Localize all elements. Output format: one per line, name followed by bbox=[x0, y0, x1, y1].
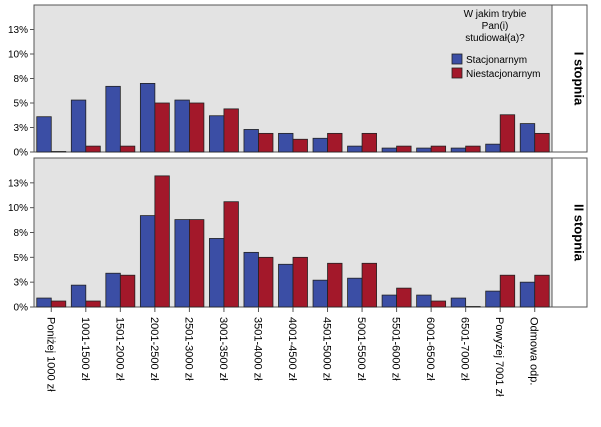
bar-niestacjonarnym bbox=[361, 262, 377, 308]
x-category-label: 4501-5000 zł bbox=[321, 317, 333, 381]
bar-stacjonarnym bbox=[381, 147, 398, 153]
bar-niestacjonarnym bbox=[465, 306, 481, 308]
x-category-label: Odmowa odp. bbox=[528, 317, 540, 385]
legend-label: Niestacjonarnym bbox=[466, 69, 540, 80]
bar-niestacjonarnym bbox=[50, 151, 67, 153]
panel-strip-2 bbox=[551, 157, 588, 308]
bar-niestacjonarnym bbox=[396, 287, 412, 308]
x-category-label: 4001-4500 zł bbox=[286, 317, 298, 381]
bar-niestacjonarnym bbox=[292, 138, 308, 153]
bar-niestacjonarnym bbox=[499, 114, 516, 153]
strip-label: I stopnia bbox=[572, 52, 587, 106]
bar-stacjonarnym bbox=[70, 99, 87, 153]
bar-niestacjonarnym bbox=[534, 132, 550, 153]
bar-stacjonarnym bbox=[70, 284, 87, 308]
panel-strip-1 bbox=[551, 4, 588, 153]
bar-stacjonarnym bbox=[347, 277, 363, 308]
bar-niestacjonarnym bbox=[85, 145, 101, 153]
bar-stacjonarnym bbox=[450, 147, 467, 153]
bar-niestacjonarnym bbox=[223, 201, 239, 308]
bar-stacjonarnym bbox=[416, 147, 432, 153]
bar-stacjonarnym bbox=[243, 251, 259, 308]
bar-niestacjonarnym bbox=[292, 256, 308, 308]
bar-stacjonarnym bbox=[174, 99, 190, 153]
bar-stacjonarnym bbox=[312, 137, 328, 153]
bar-stacjonarnym bbox=[278, 263, 294, 308]
bar-niestacjonarnym bbox=[50, 300, 67, 308]
legend-swatch bbox=[451, 53, 463, 65]
bar-stacjonarnym bbox=[278, 132, 294, 153]
bar-stacjonarnym bbox=[416, 294, 432, 308]
y-tick-label: 13% bbox=[8, 178, 28, 189]
y-tick-label: 8% bbox=[14, 228, 29, 239]
bar-niestacjonarnym bbox=[396, 145, 412, 153]
x-category-label: 5501-6000 zł bbox=[390, 317, 402, 381]
x-category-label: 3001-3500 zł bbox=[217, 317, 229, 381]
bar-stacjonarnym bbox=[243, 129, 259, 153]
y-tick-label: 0% bbox=[14, 148, 29, 159]
bar-stacjonarnym bbox=[347, 145, 363, 153]
bar-stacjonarnym bbox=[312, 279, 328, 308]
bar-niestacjonarnym bbox=[430, 145, 447, 153]
bar-niestacjonarnym bbox=[188, 219, 205, 308]
bar-stacjonarnym bbox=[485, 143, 501, 153]
bar-stacjonarnym bbox=[519, 281, 536, 308]
bar-niestacjonarnym bbox=[430, 300, 447, 308]
bar-stacjonarnym bbox=[209, 238, 225, 308]
bar-niestacjonarnym bbox=[327, 262, 343, 308]
bar-stacjonarnym bbox=[105, 85, 121, 153]
x-category-label: 1001-1500 zł bbox=[79, 317, 91, 381]
bar-niestacjonarnym bbox=[258, 132, 274, 153]
bar-niestacjonarnym bbox=[119, 274, 136, 308]
bar-niestacjonarnym bbox=[154, 175, 170, 308]
bar-stacjonarnym bbox=[485, 290, 501, 308]
bar-stacjonarnym bbox=[139, 215, 156, 308]
y-tick-label: 8% bbox=[14, 74, 29, 85]
y-tick-label: 13% bbox=[8, 25, 28, 36]
x-category-label: 6501-7000 zł bbox=[459, 317, 471, 381]
bar-niestacjonarnym bbox=[119, 145, 136, 153]
y-tick-label: 10% bbox=[8, 203, 28, 214]
legend-title: studiował(a)? bbox=[465, 33, 525, 44]
x-category-label: 2001-2500 zł bbox=[148, 317, 160, 381]
y-tick-label: 10% bbox=[8, 50, 28, 61]
bar-niestacjonarnym bbox=[465, 145, 481, 153]
x-category-label: 2501-3000 zł bbox=[182, 317, 194, 381]
bar-stacjonarnym bbox=[105, 272, 121, 308]
legend-label: Stacjonarnym bbox=[466, 55, 527, 66]
bar-stacjonarnym bbox=[519, 123, 536, 153]
bar-stacjonarnym bbox=[36, 116, 52, 153]
x-category-label: 3501-4000 zł bbox=[251, 317, 263, 381]
bar-niestacjonarnym bbox=[534, 274, 550, 308]
y-tick-label: 5% bbox=[14, 99, 29, 110]
bar-niestacjonarnym bbox=[258, 256, 274, 308]
bar-stacjonarnym bbox=[381, 294, 398, 308]
bar-stacjonarnym bbox=[450, 297, 467, 308]
legend-swatch bbox=[451, 67, 463, 79]
x-category-label: 5001-5500 zł bbox=[355, 317, 367, 381]
x-category-label: 1501-2000 zł bbox=[113, 317, 125, 381]
bar-niestacjonarnym bbox=[499, 274, 516, 308]
x-category-label: Powyżej 7001 zł bbox=[493, 317, 505, 397]
bar-niestacjonarnym bbox=[85, 300, 101, 308]
bar-niestacjonarnym bbox=[188, 102, 205, 153]
bar-stacjonarnym bbox=[36, 297, 52, 308]
legend-title: W jakim trybie bbox=[464, 9, 527, 20]
bar-stacjonarnym bbox=[209, 115, 225, 153]
y-tick-label: 0% bbox=[14, 303, 29, 314]
bar-niestacjonarnym bbox=[223, 108, 239, 153]
strip-label: II stopnia bbox=[572, 204, 587, 262]
y-tick-label: 3% bbox=[14, 278, 29, 289]
bar-niestacjonarnym bbox=[361, 132, 377, 153]
bar-stacjonarnym bbox=[139, 83, 156, 153]
y-tick-label: 3% bbox=[14, 123, 29, 134]
bar-stacjonarnym bbox=[174, 219, 190, 308]
y-tick-label: 5% bbox=[14, 253, 29, 264]
x-category-label: Poniżej 1000 zł bbox=[44, 317, 56, 392]
bar-niestacjonarnym bbox=[154, 102, 170, 153]
bar-niestacjonarnym bbox=[327, 132, 343, 153]
legend-title: Pan(i) bbox=[482, 21, 509, 32]
x-category-label: 6001-6500 zł bbox=[424, 317, 436, 381]
